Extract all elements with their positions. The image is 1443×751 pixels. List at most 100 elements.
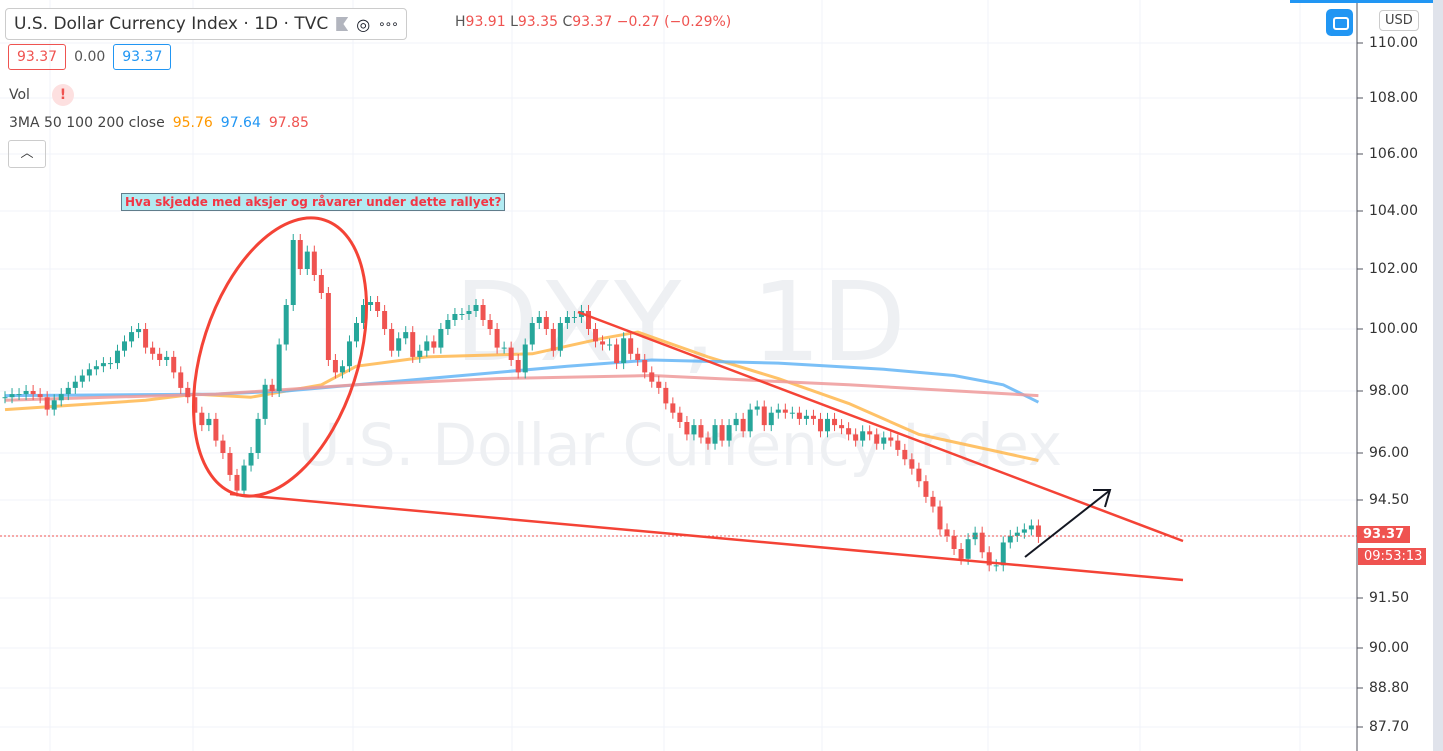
eye-icon[interactable]: ◎ bbox=[356, 14, 371, 34]
candle-body bbox=[339, 366, 345, 373]
candle bbox=[178, 366, 184, 394]
candle-body bbox=[332, 360, 338, 373]
candle bbox=[719, 419, 725, 447]
candle bbox=[332, 354, 338, 379]
auto-fit-button[interactable] bbox=[1326, 9, 1353, 36]
candle-body bbox=[1021, 529, 1027, 533]
candle-body bbox=[740, 418, 746, 432]
candle bbox=[663, 381, 669, 410]
candle-body bbox=[283, 305, 289, 345]
candle-body bbox=[993, 565, 999, 567]
spread: 0.00 bbox=[74, 49, 106, 65]
candle bbox=[234, 468, 240, 497]
candle bbox=[782, 403, 788, 419]
candle-body bbox=[628, 338, 634, 354]
candle-body bbox=[649, 372, 655, 382]
candle-body bbox=[206, 418, 212, 426]
candle bbox=[951, 529, 957, 555]
warning-icon[interactable]: ! bbox=[51, 84, 74, 106]
candle bbox=[375, 296, 381, 317]
y-tick-label: 94.50 bbox=[1369, 492, 1410, 508]
candle bbox=[740, 412, 746, 438]
flag-icon[interactable] bbox=[336, 17, 349, 31]
candle bbox=[262, 378, 268, 425]
y-tick-label: 87.70 bbox=[1369, 719, 1410, 735]
candle bbox=[1000, 536, 1006, 572]
candle-body bbox=[311, 251, 317, 275]
candle-body bbox=[803, 415, 809, 419]
more-icon[interactable]: ∘∘∘ bbox=[378, 17, 399, 31]
candle-body bbox=[136, 329, 142, 333]
candle-body bbox=[874, 434, 880, 444]
symbol-title-box[interactable]: U.S. Dollar Currency Index · 1D · TVC ◎ … bbox=[5, 8, 407, 40]
candle-body bbox=[79, 375, 85, 382]
candle-body bbox=[185, 387, 191, 398]
candle-body bbox=[1007, 535, 1013, 543]
candle bbox=[480, 299, 486, 326]
candle bbox=[494, 323, 500, 354]
symbol-title: U.S. Dollar Currency Index · 1D · TVC bbox=[14, 14, 329, 34]
candle-body bbox=[23, 391, 29, 395]
candle-body bbox=[789, 412, 795, 414]
buy-price[interactable]: 93.37 bbox=[113, 44, 172, 70]
candle-body bbox=[585, 311, 591, 329]
candle-body bbox=[853, 434, 859, 441]
candle bbox=[839, 419, 845, 435]
candle bbox=[459, 308, 465, 320]
candle bbox=[600, 335, 606, 351]
candle bbox=[810, 409, 816, 425]
countdown-label: 09:53:13 bbox=[1358, 548, 1426, 565]
candle-body bbox=[65, 387, 71, 395]
ma200-value: 97.85 bbox=[268, 115, 309, 131]
candle bbox=[761, 400, 767, 432]
candle-body bbox=[825, 418, 831, 432]
candle-body bbox=[888, 437, 894, 441]
candle-body bbox=[782, 409, 788, 413]
candle bbox=[993, 559, 999, 572]
currency-button[interactable]: USD bbox=[1379, 10, 1419, 31]
candle bbox=[860, 425, 866, 447]
candle bbox=[972, 526, 978, 546]
lower-trendline[interactable] bbox=[229, 492, 1184, 582]
arrow-drawing[interactable] bbox=[1024, 489, 1112, 558]
candle bbox=[129, 326, 135, 348]
candle bbox=[958, 543, 964, 565]
top-accent-bar bbox=[1290, 0, 1433, 3]
candle-body bbox=[51, 400, 57, 410]
candle bbox=[199, 406, 205, 432]
candle-body bbox=[916, 468, 922, 482]
candle-body bbox=[881, 437, 887, 444]
candle bbox=[304, 245, 310, 275]
scrollbar[interactable] bbox=[1433, 0, 1443, 751]
candle-body bbox=[761, 406, 767, 426]
candle bbox=[382, 305, 388, 335]
y-tick-label: 104.00 bbox=[1369, 203, 1418, 219]
candle-body bbox=[860, 431, 866, 441]
candle bbox=[796, 406, 802, 425]
candle-body bbox=[417, 350, 423, 357]
ma100-value: 97.64 bbox=[220, 115, 261, 131]
candle bbox=[937, 500, 943, 536]
candle-body bbox=[768, 412, 774, 426]
ma-legend[interactable]: 3MA 50 100 200 close 95.76 97.64 97.85 bbox=[9, 115, 309, 131]
candles bbox=[2, 234, 1041, 572]
text-annotation[interactable]: Hva skjedde med aksjer og råvarer under … bbox=[121, 193, 506, 211]
candle bbox=[79, 369, 85, 388]
candle bbox=[16, 388, 22, 401]
candle-body bbox=[86, 369, 92, 376]
ma-line-200 bbox=[4, 374, 1039, 402]
candle-body bbox=[438, 329, 444, 348]
volume-label[interactable]: Vol bbox=[9, 87, 30, 103]
sell-price[interactable]: 93.37 bbox=[8, 44, 67, 70]
candle-body bbox=[9, 394, 15, 398]
candle bbox=[389, 323, 395, 357]
candle bbox=[9, 388, 15, 404]
candle bbox=[100, 357, 106, 373]
collapse-legend-button[interactable]: ︿ bbox=[8, 140, 46, 168]
candle-body bbox=[389, 329, 395, 351]
candle-body bbox=[107, 363, 113, 365]
upper-trendline[interactable] bbox=[577, 310, 1184, 543]
candle bbox=[536, 311, 542, 329]
candle bbox=[403, 326, 409, 345]
